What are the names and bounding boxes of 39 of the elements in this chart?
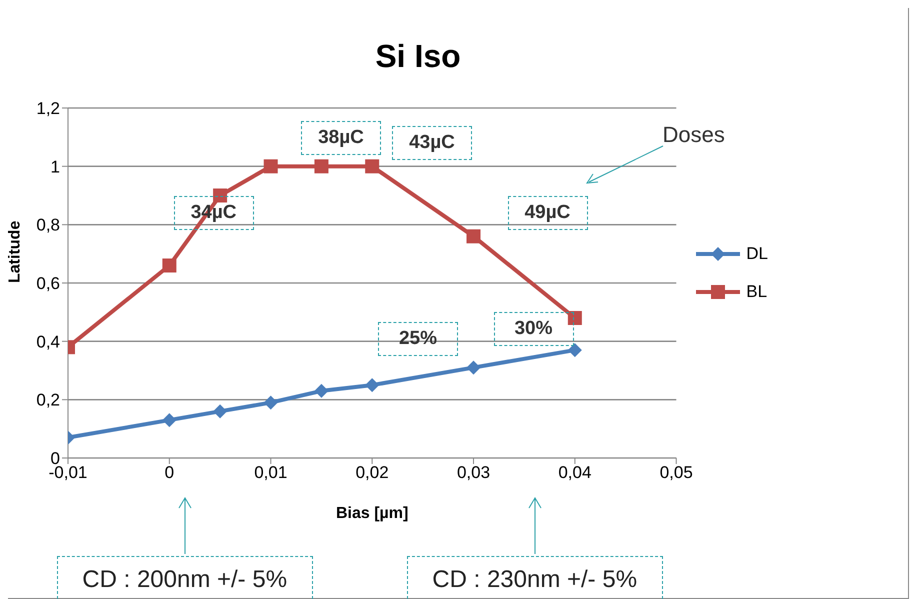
point: [162, 258, 176, 272]
x-axis-title: Bias [µm]: [336, 505, 408, 522]
point: [213, 404, 228, 418]
y-tick-label: 1: [50, 157, 60, 176]
point: [264, 159, 278, 174]
y-axis-title: Latitude: [6, 220, 24, 283]
point: [466, 360, 481, 375]
annotation: Doses: [662, 122, 725, 148]
y-tick-label: 0,6: [36, 274, 60, 294]
chart-title: Si Iso: [374, 38, 462, 75]
point: [213, 188, 228, 202]
x-tick-label: 0: [164, 463, 174, 482]
point: [314, 384, 328, 398]
y-tick-label: 0,4: [36, 332, 60, 352]
legend-label: DL: [746, 244, 768, 264]
text: CD : 230nm +/- 5%: [406, 556, 663, 599]
point: [568, 343, 582, 358]
y-tick-label: 0,2: [36, 390, 60, 410]
point: [264, 396, 278, 410]
annotation: 43µC: [392, 126, 472, 160]
annotation: 38µC: [301, 120, 381, 155]
y-tick-label: 0,8: [36, 216, 60, 235]
x-tick-label: -0,01: [48, 463, 88, 482]
x-tick-label: 0,03: [456, 463, 490, 482]
x-tick-label: 0,05: [660, 463, 693, 482]
x-tick-label: 0,01: [254, 463, 288, 482]
point: [466, 229, 481, 244]
annotation: 30%: [494, 312, 574, 346]
point: [365, 378, 380, 392]
point: [568, 311, 582, 325]
annotation: 49µC: [508, 196, 588, 230]
point: [365, 159, 380, 174]
x-tick-label: 0,04: [558, 463, 592, 482]
text: CD : 200nm +/- 5%: [56, 556, 313, 599]
x-tick-label: 0,02: [356, 463, 389, 482]
point: [314, 159, 328, 174]
legend-label: BL: [746, 282, 768, 302]
point: [162, 413, 176, 428]
y-tick-label: 1,2: [36, 99, 60, 118]
